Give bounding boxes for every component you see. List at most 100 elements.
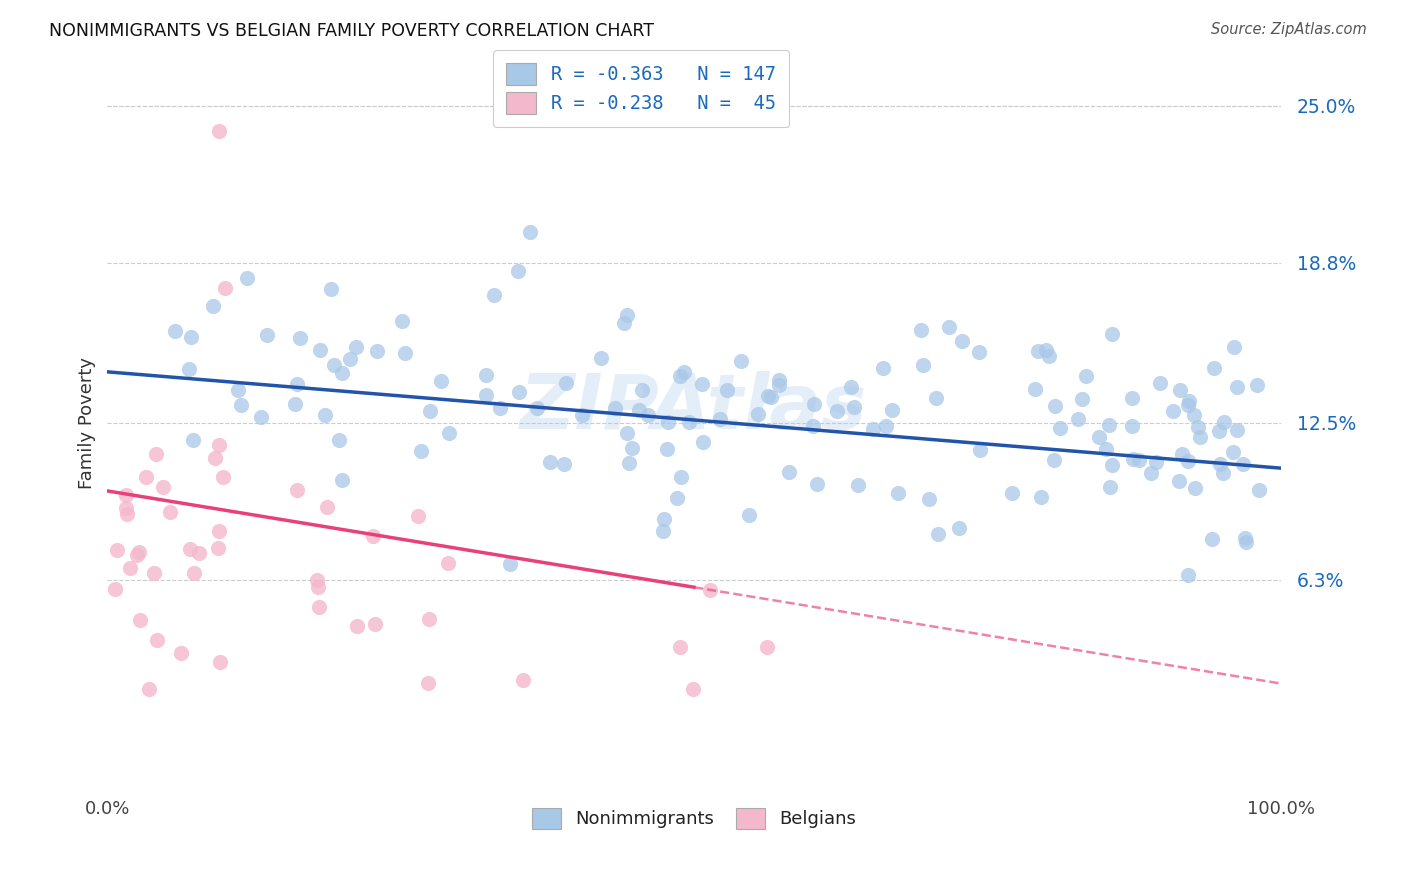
Point <box>208 437 231 451</box>
Point <box>540 455 562 469</box>
Point <box>918 492 941 507</box>
Point <box>1189 430 1212 444</box>
Point <box>418 612 440 626</box>
Point <box>114 501 136 516</box>
Point <box>163 324 186 338</box>
Point <box>416 676 439 690</box>
Point <box>627 403 650 417</box>
Point <box>169 646 191 660</box>
Point <box>673 365 696 379</box>
Point <box>339 352 361 367</box>
Point <box>128 613 150 627</box>
Point <box>1026 343 1049 358</box>
Point <box>366 344 388 359</box>
Point <box>1212 466 1234 480</box>
Point <box>332 366 354 380</box>
Point <box>506 263 529 277</box>
Point <box>346 618 368 632</box>
Point <box>668 640 690 655</box>
Point <box>249 410 271 425</box>
Point <box>316 500 339 515</box>
Point <box>655 442 678 456</box>
Point <box>1202 360 1225 375</box>
Point <box>236 270 259 285</box>
Point <box>839 379 862 393</box>
Point <box>1184 481 1206 495</box>
Point <box>1247 483 1270 498</box>
Point <box>668 368 690 383</box>
Legend: Nonimmigrants, Belgians: Nonimmigrants, Belgians <box>524 801 863 836</box>
Point <box>437 556 460 570</box>
Point <box>489 401 512 416</box>
Point <box>143 566 166 581</box>
Point <box>669 470 692 484</box>
Point <box>226 383 249 397</box>
Point <box>1208 424 1230 438</box>
Point <box>747 407 769 421</box>
Point <box>778 465 800 479</box>
Point <box>938 320 960 334</box>
Point <box>1233 531 1256 545</box>
Point <box>605 401 627 415</box>
Point <box>616 308 638 322</box>
Point <box>1168 475 1191 489</box>
Point <box>801 419 824 434</box>
Point <box>1177 398 1199 412</box>
Point <box>212 470 235 484</box>
Point <box>613 316 636 330</box>
Point <box>207 541 229 556</box>
Point <box>179 362 201 376</box>
Point <box>803 397 825 411</box>
Point <box>1187 419 1209 434</box>
Point <box>1038 350 1060 364</box>
Point <box>364 616 387 631</box>
Point <box>1178 393 1201 408</box>
Point <box>305 574 328 588</box>
Point <box>1149 376 1171 390</box>
Point <box>409 444 432 458</box>
Point <box>115 507 138 521</box>
Point <box>104 582 127 597</box>
Point <box>690 376 713 391</box>
Point <box>1071 392 1094 406</box>
Point <box>1001 485 1024 500</box>
Point <box>1098 418 1121 433</box>
Point <box>761 391 783 405</box>
Point <box>692 435 714 450</box>
Point <box>180 330 202 344</box>
Point <box>768 378 790 392</box>
Point <box>617 456 640 470</box>
Point <box>187 546 209 560</box>
Point <box>1043 400 1066 414</box>
Point <box>1101 327 1123 342</box>
Point <box>105 542 128 557</box>
Point <box>1088 430 1111 444</box>
Point <box>482 287 505 301</box>
Point <box>1067 412 1090 426</box>
Point <box>330 474 353 488</box>
Point <box>179 541 201 556</box>
Point <box>328 433 350 447</box>
Point <box>1101 458 1123 473</box>
Point <box>526 401 548 416</box>
Point <box>1163 404 1185 418</box>
Point <box>152 480 174 494</box>
Point <box>1209 457 1232 471</box>
Text: ZIPAtlas: ZIPAtlas <box>520 371 868 445</box>
Y-axis label: Family Poverty: Family Poverty <box>79 357 96 489</box>
Point <box>1042 453 1064 467</box>
Point <box>1122 452 1144 467</box>
Point <box>145 447 167 461</box>
Point <box>589 351 612 366</box>
Point <box>730 353 752 368</box>
Point <box>408 509 430 524</box>
Point <box>204 451 226 466</box>
Point <box>846 477 869 491</box>
Point <box>208 655 231 669</box>
Point <box>135 469 157 483</box>
Point <box>1024 382 1046 396</box>
Point <box>1171 446 1194 460</box>
Point <box>307 580 329 594</box>
Text: NONIMMIGRANTS VS BELGIAN FAMILY POVERTY CORRELATION CHART: NONIMMIGRANTS VS BELGIAN FAMILY POVERTY … <box>49 22 654 40</box>
Point <box>862 422 884 436</box>
